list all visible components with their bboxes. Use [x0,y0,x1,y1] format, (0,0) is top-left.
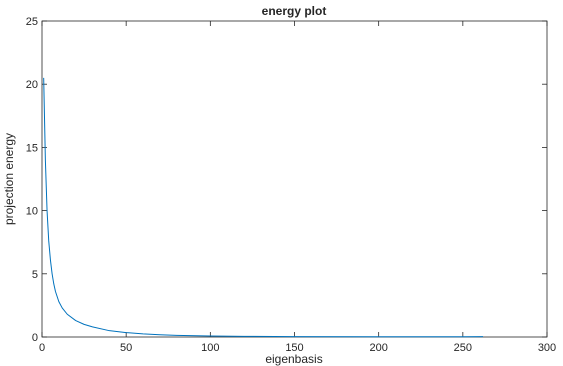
data-series [43,77,484,338]
y-tick-label: 25 [26,16,38,28]
x-axis-label: eigenbasis [265,352,322,366]
x-tick-label: 250 [454,342,472,354]
x-tick-label: 300 [538,342,556,354]
plot-area [41,20,548,338]
y-tick-label: 5 [32,269,38,281]
chart-title: energy plot [262,4,327,18]
y-tick-label: 10 [26,206,38,218]
x-tick-label: 0 [39,342,45,354]
x-tick-label: 50 [120,342,132,354]
x-tick-label: 200 [369,342,387,354]
y-tick-label: 0 [32,332,38,344]
x-tick-label: 100 [201,342,219,354]
x-tick-label: 150 [285,342,303,354]
y-axis-label: projection energy [2,133,16,225]
y-tick-label: 15 [26,142,38,154]
series-line [43,77,484,338]
axis-ticks: 0 50 100 150 200 250 300 0 5 10 15 20 25 [26,16,556,354]
y-tick-label: 20 [26,79,38,91]
